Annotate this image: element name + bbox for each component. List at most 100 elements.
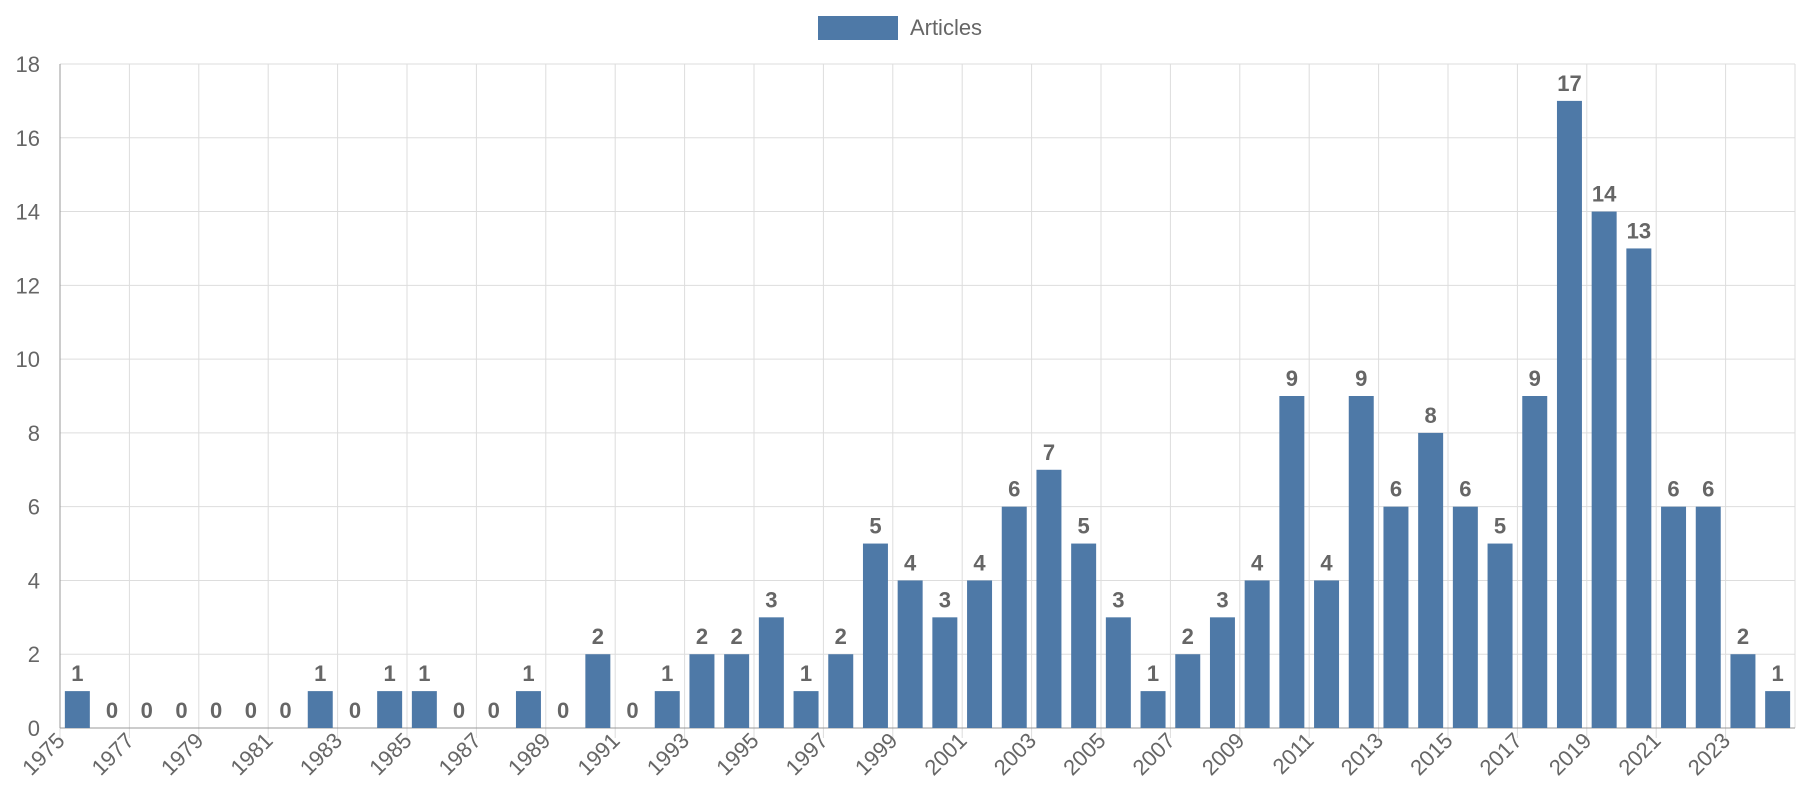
data-label-1985: 1 xyxy=(418,661,430,686)
bar-1985 xyxy=(411,691,437,728)
x-tick-label-1995: 1995 xyxy=(711,728,763,780)
x-tick-label-2007: 2007 xyxy=(1128,728,1180,780)
bar-1995 xyxy=(758,617,784,728)
bar-2002 xyxy=(1001,506,1027,728)
bar-1988 xyxy=(515,691,541,728)
data-label-2018: 17 xyxy=(1557,71,1581,96)
x-tick-label-1985: 1985 xyxy=(364,728,416,780)
y-tick-label: 6 xyxy=(28,495,40,520)
data-label-2003: 7 xyxy=(1043,440,1055,465)
bar-2014 xyxy=(1418,432,1444,728)
data-label-2020: 13 xyxy=(1627,218,1651,243)
data-label-2024: 1 xyxy=(1772,661,1784,686)
data-label-1996: 1 xyxy=(800,661,812,686)
bar-2021 xyxy=(1661,506,1687,728)
x-tick-label-2019: 2019 xyxy=(1544,728,1596,780)
data-label-2010: 9 xyxy=(1286,366,1298,391)
data-label-2000: 3 xyxy=(939,587,951,612)
data-label-1983: 0 xyxy=(349,698,361,723)
x-tick-label-2013: 2013 xyxy=(1336,728,1388,780)
data-label-1992: 1 xyxy=(661,661,673,686)
bar-2003 xyxy=(1036,469,1062,728)
x-tick-label-1991: 1991 xyxy=(572,728,624,780)
bar-1997 xyxy=(828,654,854,728)
bar-1975 xyxy=(64,691,90,728)
y-tick-label: 0 xyxy=(28,716,40,741)
bar-2000 xyxy=(932,617,958,728)
bar-1990 xyxy=(585,654,611,728)
data-label-2008: 3 xyxy=(1216,587,1228,612)
bar-2009 xyxy=(1244,580,1270,728)
data-label-1984: 1 xyxy=(384,661,396,686)
data-label-2005: 3 xyxy=(1112,587,1124,612)
data-label-2017: 9 xyxy=(1529,366,1541,391)
data-label-1976: 0 xyxy=(106,698,118,723)
bar-2006 xyxy=(1140,691,1166,728)
x-tick-label-1989: 1989 xyxy=(503,728,555,780)
data-label-1998: 5 xyxy=(869,514,881,539)
data-label-2013: 6 xyxy=(1390,477,1402,502)
data-label-2007: 2 xyxy=(1182,624,1194,649)
bar-2010 xyxy=(1279,396,1305,728)
x-tick-label-2011: 2011 xyxy=(1268,728,1319,779)
data-label-1979: 0 xyxy=(210,698,222,723)
y-tick-label: 14 xyxy=(16,200,40,225)
data-label-1978: 0 xyxy=(175,698,187,723)
data-label-2023: 2 xyxy=(1737,624,1749,649)
x-tick-label-2001: 2001 xyxy=(919,728,971,780)
bar-1982 xyxy=(307,691,333,728)
data-label-1997: 2 xyxy=(835,624,847,649)
data-label-1977: 0 xyxy=(141,698,153,723)
data-label-2004: 5 xyxy=(1078,514,1090,539)
bar-2015 xyxy=(1452,506,1478,728)
x-tick-label-1981: 1981 xyxy=(225,728,277,780)
x-tick-label-2015: 2015 xyxy=(1405,728,1457,780)
bar-1996 xyxy=(793,691,819,728)
data-label-2019: 14 xyxy=(1592,182,1617,207)
bar-1998 xyxy=(862,543,888,728)
data-label-2002: 6 xyxy=(1008,477,1020,502)
data-label-1987: 0 xyxy=(488,698,500,723)
bar-2019 xyxy=(1591,211,1617,729)
bar-2011 xyxy=(1314,580,1340,728)
data-label-2014: 8 xyxy=(1425,403,1437,428)
data-label-1980: 0 xyxy=(245,698,257,723)
x-tick-label-1975: 1975 xyxy=(17,728,69,780)
x-tick-label-1999: 1999 xyxy=(850,728,902,780)
data-label-1995: 3 xyxy=(765,587,777,612)
data-label-2012: 9 xyxy=(1355,366,1367,391)
data-label-1989: 0 xyxy=(557,698,569,723)
data-label-1982: 1 xyxy=(314,661,326,686)
y-tick-label: 8 xyxy=(28,421,40,446)
x-tick-label-1977: 1977 xyxy=(87,728,139,780)
x-tick-label-1983: 1983 xyxy=(295,728,347,780)
bar-2016 xyxy=(1487,543,1513,728)
x-tick-label-2005: 2005 xyxy=(1058,728,1110,780)
y-tick-label: 10 xyxy=(16,347,40,372)
bar-1984 xyxy=(377,691,403,728)
x-tick-label-1987: 1987 xyxy=(434,728,486,780)
chart-legend[interactable]: Articles xyxy=(0,15,1800,41)
y-tick-label: 2 xyxy=(28,642,40,667)
data-label-1990: 2 xyxy=(592,624,604,649)
bar-2004 xyxy=(1071,543,1097,728)
bar-2001 xyxy=(967,580,993,728)
legend-label-articles: Articles xyxy=(909,15,983,40)
legend-swatch-articles xyxy=(817,16,898,40)
bar-2023 xyxy=(1730,654,1756,728)
x-tick-label-1997: 1997 xyxy=(781,728,833,780)
x-tick-label-1993: 1993 xyxy=(642,728,694,780)
data-label-2011: 4 xyxy=(1320,550,1333,575)
y-tick-label: 16 xyxy=(16,126,40,151)
data-label-2021: 6 xyxy=(1667,477,1679,502)
x-tick-label-2023: 2023 xyxy=(1683,728,1735,780)
bar-2018 xyxy=(1556,100,1582,728)
data-label-1994: 2 xyxy=(731,624,743,649)
y-tick-label: 18 xyxy=(16,52,40,77)
x-tick-label-2009: 2009 xyxy=(1197,728,1249,780)
y-tick-label: 12 xyxy=(16,273,40,298)
data-label-2015: 6 xyxy=(1459,477,1471,502)
bar-2022 xyxy=(1695,506,1721,728)
